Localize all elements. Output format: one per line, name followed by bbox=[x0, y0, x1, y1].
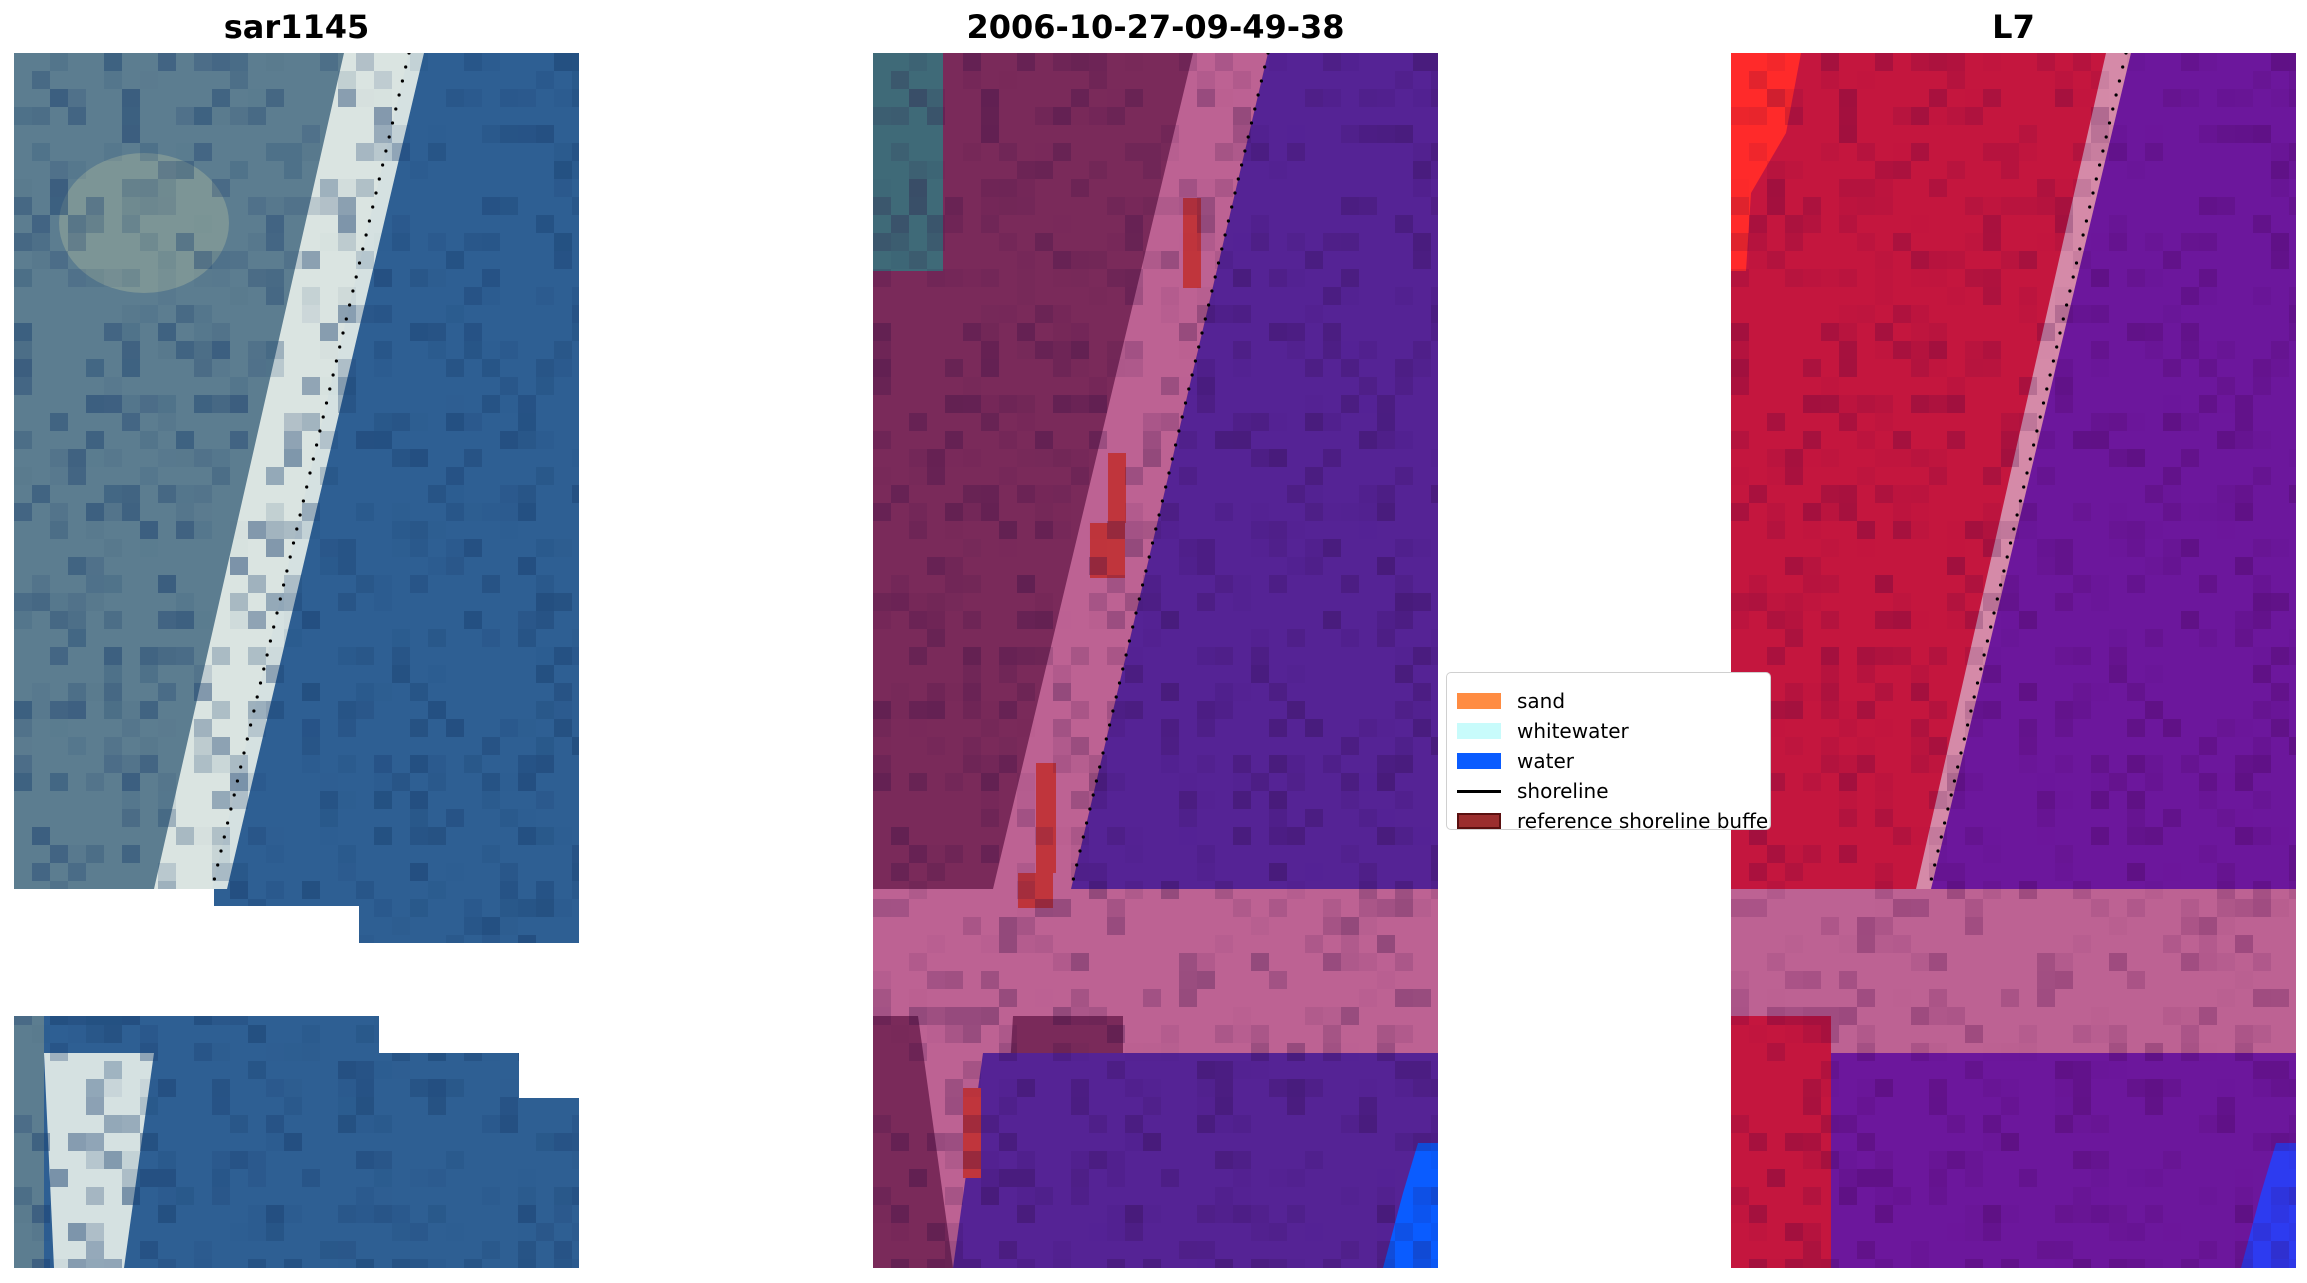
land-nir-lower bbox=[1731, 1016, 1831, 1268]
whitewater-swatch-icon bbox=[1457, 723, 1501, 739]
land-area-lower bbox=[14, 1016, 44, 1268]
reference-buffer-patch bbox=[1183, 198, 1201, 288]
legend-item-sand: sand bbox=[1457, 687, 1565, 715]
panel-title-rgb: sar1145 bbox=[223, 8, 370, 46]
legend-item-shoreline: shoreline bbox=[1457, 777, 1609, 805]
sand-swatch-icon bbox=[1457, 693, 1501, 709]
shoreline-dots bbox=[212, 53, 411, 881]
reference-buffer-patch bbox=[1036, 763, 1056, 873]
legend-label: sand bbox=[1517, 689, 1566, 713]
legend-item-reference-buffer: reference shoreline buffer bbox=[1457, 807, 1771, 830]
classification-image-panel bbox=[873, 53, 1438, 1268]
shoreline-dots bbox=[1071, 53, 1270, 881]
legend-label: shoreline bbox=[1517, 779, 1609, 803]
legend: sand whitewater water shoreline referenc… bbox=[1446, 672, 1771, 830]
reference-buffer-patch bbox=[963, 1088, 981, 1178]
legend-label: whitewater bbox=[1517, 719, 1629, 743]
legend-label: water bbox=[1517, 749, 1574, 773]
reference-buffer-patch bbox=[1108, 453, 1126, 523]
surf-zone-lower bbox=[44, 1053, 154, 1268]
nodata-gap bbox=[14, 889, 579, 1098]
vegetation-class bbox=[873, 53, 943, 271]
buffer-swatch-icon bbox=[1457, 813, 1501, 829]
water-nir-lower bbox=[1831, 1053, 2296, 1268]
bright-water-nir bbox=[2241, 1143, 2296, 1268]
bright-water-class bbox=[1383, 1143, 1438, 1268]
bright-land-patch bbox=[59, 153, 229, 293]
pixel-texture bbox=[14, 53, 579, 1268]
legend-item-water: water bbox=[1457, 747, 1574, 775]
water-swatch-icon bbox=[1457, 753, 1501, 769]
panel-title-classification: 2006-10-27-09-49-38 bbox=[966, 8, 1345, 46]
land-nir bbox=[1731, 53, 2126, 889]
shoreline-line-icon bbox=[1457, 789, 1501, 793]
bright-land-nir bbox=[1731, 53, 1801, 271]
reference-buffer-patch bbox=[1090, 523, 1125, 578]
surf-zone bbox=[154, 53, 424, 889]
water-class-lower bbox=[953, 1053, 1438, 1268]
nir-image-panel bbox=[1731, 53, 2296, 1268]
pixel-texture bbox=[873, 53, 1438, 1268]
legend-item-whitewater: whitewater bbox=[1457, 717, 1629, 745]
reference-buffer-patch bbox=[1018, 873, 1053, 908]
rgb-image-panel bbox=[14, 53, 579, 1268]
panel-title-nir: L7 bbox=[1992, 8, 2035, 46]
shoreline-dots bbox=[1929, 53, 2128, 881]
legend-label: reference shoreline buffer bbox=[1517, 809, 1771, 830]
